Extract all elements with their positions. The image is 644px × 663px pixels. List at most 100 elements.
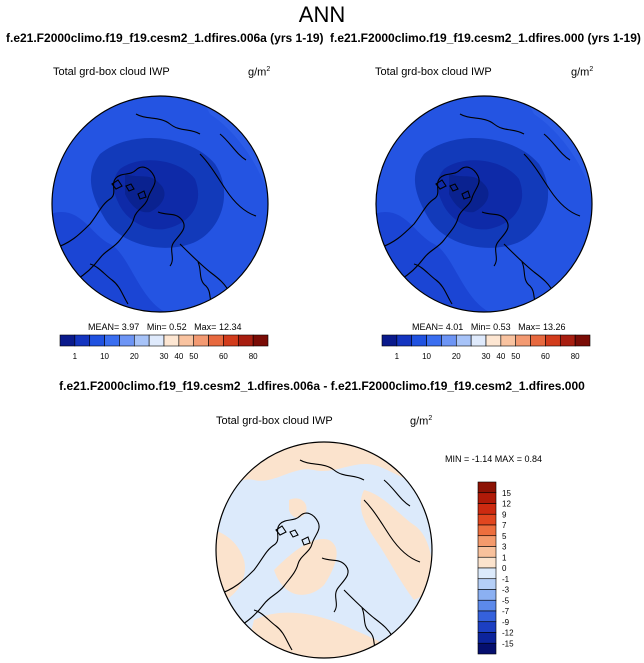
colorbar-tick-label: 60 bbox=[541, 352, 550, 361]
colorbar-tick-label: 5 bbox=[502, 532, 507, 541]
left-case-title: f.e21.F2000climo.f19_f19.cesm2_1.dfires.… bbox=[6, 31, 324, 45]
diff-variable-label: Total grd-box cloud IWP bbox=[216, 415, 333, 427]
colorbar-swatch bbox=[74, 334, 91, 347]
colorbar-swatch bbox=[477, 546, 497, 558]
colorbar-swatch bbox=[477, 578, 497, 590]
colorbar-swatch bbox=[193, 334, 209, 347]
colorbar-swatch bbox=[163, 334, 180, 347]
colorbar-tick-label: 80 bbox=[249, 352, 258, 361]
colorbar-swatch bbox=[485, 334, 502, 347]
left-variable-label: Total grd-box cloud IWP bbox=[53, 66, 170, 78]
colorbar-tick-label: 1 bbox=[395, 352, 400, 361]
diff-polar-map bbox=[215, 441, 433, 659]
colorbar-tick-label: -7 bbox=[502, 607, 510, 616]
colorbar-swatch bbox=[574, 334, 591, 347]
colorbar-tick-label: -3 bbox=[502, 586, 510, 595]
colorbar-swatch bbox=[133, 334, 150, 347]
colorbar-tick-label: 20 bbox=[130, 352, 139, 361]
colorbar-swatch bbox=[396, 334, 413, 347]
colorbar-tick-label: -1 bbox=[502, 575, 510, 584]
field-negative bbox=[343, 589, 366, 619]
figure-title: ANN bbox=[298, 2, 346, 27]
colorbar-tick-label: 50 bbox=[511, 352, 520, 361]
colorbar-tick-label: 40 bbox=[496, 352, 505, 361]
coastlines bbox=[376, 113, 581, 309]
colorbar-swatch bbox=[477, 589, 497, 601]
colorbar-swatch bbox=[477, 535, 497, 547]
colorbar-swatch bbox=[89, 334, 105, 347]
diff-title: f.e21.F2000climo.f19_f19.cesm2_1.dfires.… bbox=[59, 379, 585, 393]
colorbar-swatch bbox=[252, 334, 269, 347]
colorbar-swatch bbox=[178, 334, 195, 347]
left-polar-map bbox=[51, 95, 269, 313]
diff-min-max: MIN = -1.14 MAX = 0.84 bbox=[445, 454, 543, 464]
colorbar-tick-label: 10 bbox=[422, 352, 431, 361]
colorbar-swatch bbox=[477, 513, 497, 526]
colorbar-swatch bbox=[477, 492, 497, 504]
colorbar-swatch bbox=[477, 556, 497, 569]
colorbar-swatch bbox=[148, 334, 165, 347]
colorbar-swatch bbox=[477, 481, 497, 494]
colorbar-swatch bbox=[426, 334, 442, 347]
colorbar-swatch bbox=[559, 334, 576, 347]
colorbar-swatch bbox=[477, 524, 497, 537]
right-colorbar: 1 10 20 30 40 50 60 80 bbox=[381, 334, 591, 361]
colorbar-swatch bbox=[477, 503, 497, 515]
colorbar-tick-label: -9 bbox=[502, 618, 510, 627]
colorbar-tick-label: 80 bbox=[571, 352, 580, 361]
colorbar-tick-label: -15 bbox=[502, 639, 514, 648]
colorbar-tick-label: 60 bbox=[219, 352, 228, 361]
colorbar-tick-label: 0 bbox=[502, 564, 507, 573]
colorbar-swatch bbox=[545, 334, 561, 347]
colorbar-swatch bbox=[237, 334, 254, 347]
right-units: g/m2 bbox=[571, 66, 594, 79]
colorbar-tick-label: 15 bbox=[502, 489, 511, 498]
colorbar-tick-label: 1 bbox=[502, 553, 507, 562]
colorbar-tick-label: 9 bbox=[502, 510, 507, 519]
coastlines bbox=[52, 113, 257, 309]
colorbar-swatch bbox=[515, 334, 531, 347]
coastlines bbox=[216, 459, 421, 655]
colorbar-tick-label: 3 bbox=[502, 543, 507, 552]
colorbar-swatch bbox=[477, 610, 497, 623]
colorbar-tick-label: 10 bbox=[100, 352, 109, 361]
colorbar-swatch bbox=[59, 334, 76, 347]
colorbar-swatch bbox=[119, 334, 135, 347]
colorbar-swatch bbox=[470, 334, 487, 347]
colorbar-tick-label: 1 bbox=[73, 352, 78, 361]
diff-colorbar: 15 129 7 5 31 0 -1 -3-5 -7 -9 -12-15 bbox=[477, 481, 514, 655]
field-positive bbox=[289, 498, 307, 518]
colorbar-swatch bbox=[477, 642, 497, 655]
colorbar-tick-label: 40 bbox=[174, 352, 183, 361]
colorbar-swatch bbox=[477, 599, 497, 612]
left-stats: MEAN= 3.97 Min= 0.52 Max= 12.34 bbox=[88, 322, 242, 332]
colorbar-tick-label: 7 bbox=[502, 521, 507, 530]
colorbar-swatch bbox=[208, 334, 224, 347]
colorbar-tick-label: 30 bbox=[160, 352, 169, 361]
right-polar-map bbox=[375, 95, 593, 313]
field-positive bbox=[274, 539, 337, 595]
left-units: g/m2 bbox=[248, 66, 271, 79]
colorbar-swatch bbox=[104, 334, 120, 347]
right-stats: MEAN= 4.01 Min= 0.53 Max= 13.26 bbox=[412, 322, 566, 332]
colorbar-swatch bbox=[441, 334, 457, 347]
diff-units: g/m2 bbox=[410, 415, 433, 428]
colorbar-swatch bbox=[477, 567, 497, 580]
colorbar-swatch bbox=[500, 334, 517, 347]
colorbar-swatch bbox=[455, 334, 472, 347]
colorbar-tick-label: -12 bbox=[502, 629, 514, 638]
colorbar-swatch bbox=[477, 632, 497, 644]
colorbar-tick-label: 50 bbox=[189, 352, 198, 361]
left-colorbar: 1 10 20 30 40 50 60 80 bbox=[59, 334, 269, 361]
colorbar-swatch bbox=[477, 621, 497, 633]
colorbar-tick-label: 30 bbox=[482, 352, 491, 361]
right-variable-label: Total grd-box cloud IWP bbox=[375, 66, 492, 78]
colorbar-tick-label: 20 bbox=[452, 352, 461, 361]
colorbar-swatch bbox=[530, 334, 546, 347]
colorbar-tick-label: -5 bbox=[502, 596, 510, 605]
colorbar-swatch bbox=[411, 334, 427, 347]
colorbar-swatch bbox=[381, 334, 398, 347]
right-case-title: f.e21.F2000climo.f19_f19.cesm2_1.dfires.… bbox=[330, 31, 641, 45]
colorbar-tick-label: 12 bbox=[502, 500, 511, 509]
colorbar-swatch bbox=[223, 334, 239, 347]
